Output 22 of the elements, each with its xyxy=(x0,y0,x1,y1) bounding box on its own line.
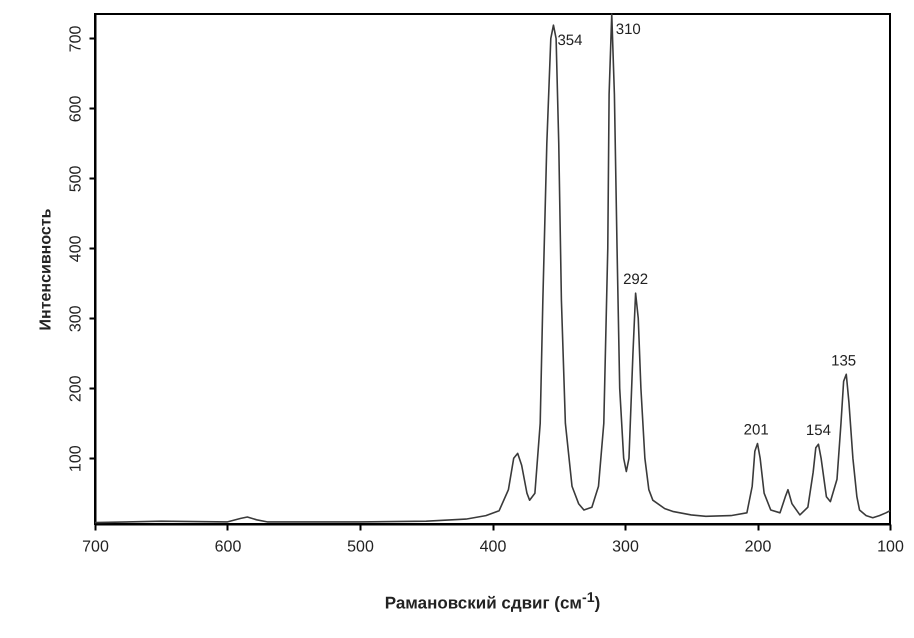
annotation: 201 xyxy=(744,422,769,439)
y-tick-label: 400 xyxy=(68,235,84,262)
y-tick-label: 300 xyxy=(68,305,84,332)
y-tick-label: 700 xyxy=(68,26,84,52)
x-tick-label: 700 xyxy=(82,538,109,556)
annotation: 354 xyxy=(557,32,582,50)
x-tick-label: 600 xyxy=(214,538,242,556)
x-tick-label: 400 xyxy=(480,538,506,556)
x-tick-label: 200 xyxy=(744,538,772,556)
y-tick-label: 500 xyxy=(68,165,84,192)
x-tick-label: 300 xyxy=(612,538,639,556)
y-tick-label: 200 xyxy=(68,375,84,402)
annotation: 135 xyxy=(831,352,856,370)
annotation: 292 xyxy=(623,271,648,288)
annotation: 310 xyxy=(616,21,641,38)
x-tick-label: 100 xyxy=(877,538,904,556)
y-tick-label: 600 xyxy=(68,96,84,122)
x-axis-title: Рамановский сдвиг (см$^{-1}$) xyxy=(384,590,602,614)
annotation: 154 xyxy=(806,422,831,440)
x-tick-label: 500 xyxy=(347,538,374,556)
y-tick-label: 100 xyxy=(68,445,84,472)
y-axis-title: Интенсивность xyxy=(38,208,54,330)
